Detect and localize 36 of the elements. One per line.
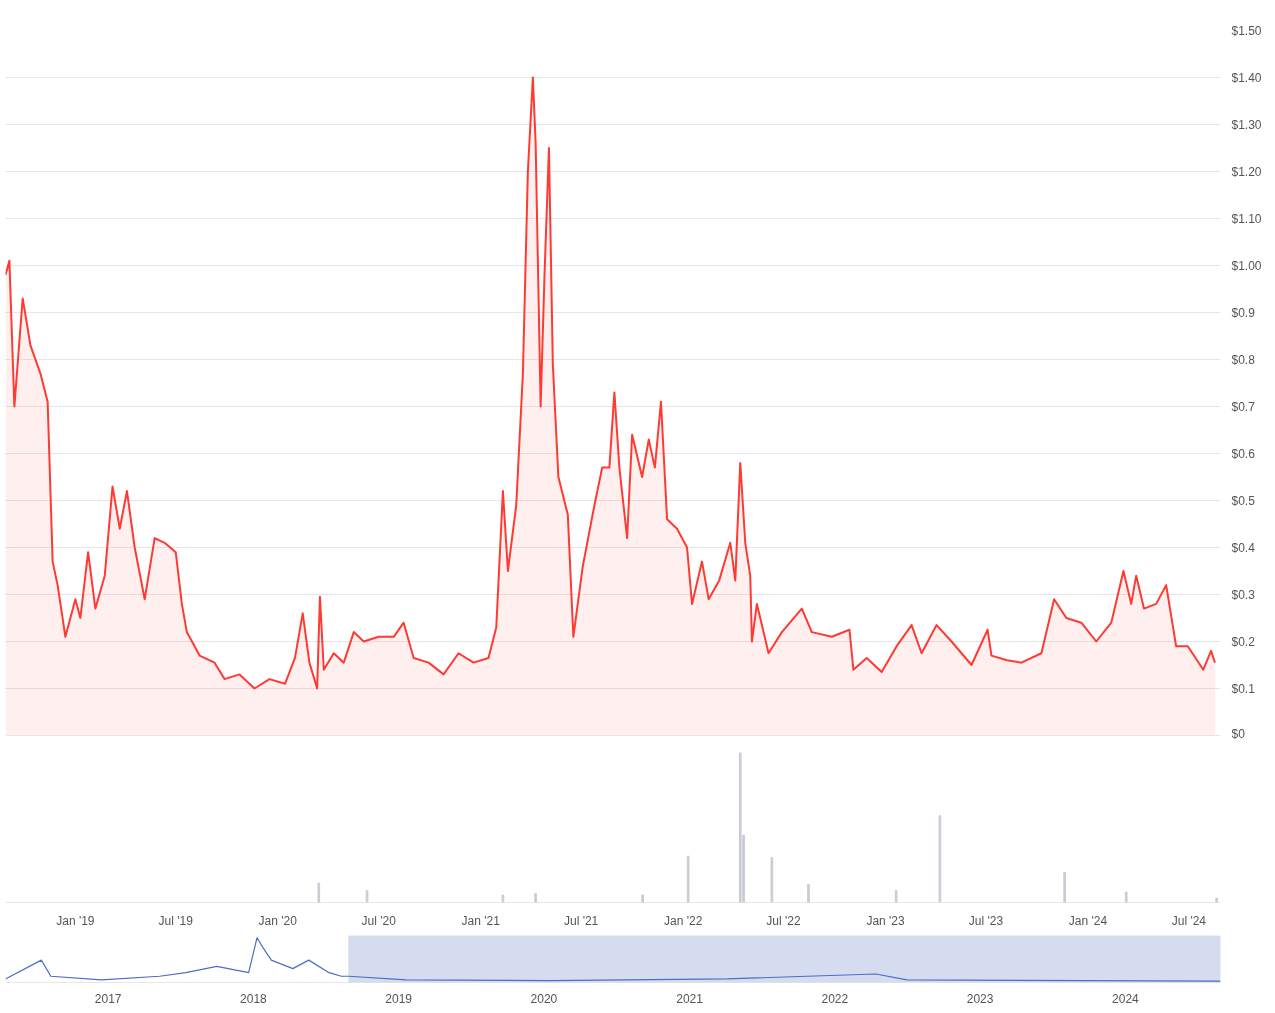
x-tick-label: Jan '20 (258, 913, 298, 928)
y-tick-label: $0.7 (1231, 399, 1256, 414)
x-tick-label: Jan '22 (663, 913, 703, 928)
x-tick-label: Jan '24 (1068, 913, 1108, 928)
x-tick-label: 2017 (94, 991, 122, 1006)
y-tick-label: $0.6 (1231, 446, 1256, 461)
y-tick-label: $1.10 (1231, 211, 1262, 226)
y-tick-label: $1.30 (1231, 117, 1262, 132)
y-tick-label: $1.20 (1231, 164, 1262, 179)
x-tick-label: Jul '20 (361, 913, 397, 928)
x-tick-label: Jan '23 (866, 913, 906, 928)
x-tick-label: Jul '22 (766, 913, 801, 928)
x-tick-label: Jul '23 (968, 913, 1004, 928)
x-tick-label: Jan '21 (461, 913, 501, 928)
y-tick-label: $0.9 (1231, 305, 1256, 320)
x-tick-label: Jul '19 (158, 913, 194, 928)
x-tick-label: 2023 (966, 991, 994, 1006)
y-tick-label: $0.8 (1231, 352, 1256, 367)
x-tick-label: 2019 (385, 991, 413, 1006)
x-tick-label: 2020 (530, 991, 558, 1006)
y-tick-label: $0 (1231, 726, 1246, 741)
y-tick-label: $0.4 (1231, 540, 1256, 555)
y-tick-label: $1.50 (1231, 23, 1262, 38)
y-tick-label: $0.3 (1231, 587, 1256, 602)
x-tick-label: Jul '24 (1171, 913, 1207, 928)
x-tick-label: 2024 (1112, 991, 1140, 1006)
y-tick-label: $1.40 (1231, 70, 1262, 85)
y-tick-label: $0.1 (1231, 681, 1256, 696)
y-tick-label: $0.5 (1231, 493, 1256, 508)
x-tick-label: Jul '21 (563, 913, 599, 928)
y-tick-label: $1.00 (1231, 258, 1262, 273)
y-tick-label: $0.2 (1231, 634, 1256, 649)
x-tick-label: 2022 (821, 991, 849, 1006)
x-tick-label: Jan '19 (56, 913, 95, 928)
x-tick-label: 2021 (676, 991, 704, 1006)
x-tick-label: 2018 (240, 991, 268, 1006)
